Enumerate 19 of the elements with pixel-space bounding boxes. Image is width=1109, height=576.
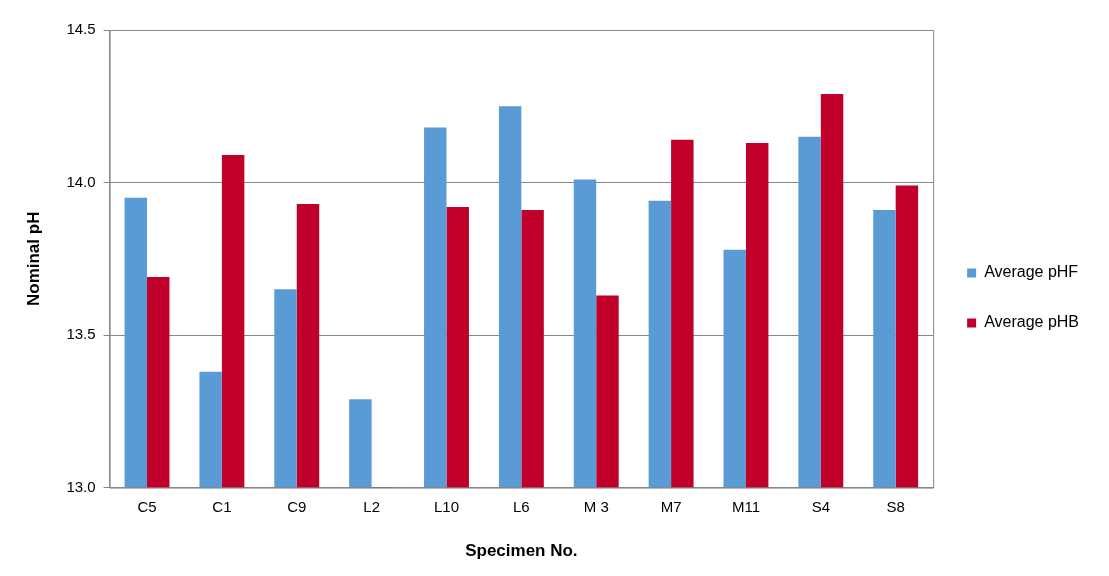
x-tick-label: M 3 [583, 497, 609, 515]
y-tick-label: 14.5 [66, 20, 96, 38]
x-tick-label: S4 [811, 497, 831, 515]
x-tick-label: L2 [363, 497, 380, 515]
y-tick-label: 13.0 [66, 477, 96, 495]
legend-label: Average pHB [984, 313, 1079, 331]
x-tick-label: C1 [212, 497, 232, 515]
y-axis-title: Nominal pH [23, 211, 43, 307]
x-axis-title: Specimen No. [465, 541, 578, 561]
x-tick-label: L6 [513, 497, 530, 515]
x-tick-label: M7 [660, 497, 682, 515]
x-tick-label: S8 [886, 497, 905, 515]
x-tick-label: M11 [731, 497, 760, 515]
legend-label: Average pHF [984, 263, 1079, 281]
x-tick-label: C5 [137, 497, 157, 515]
x-tick-label: L10 [433, 497, 460, 515]
y-tick-label: 14.0 [66, 172, 96, 190]
y-tick-label: 13.5 [66, 325, 96, 343]
x-tick-label: C9 [287, 497, 307, 515]
